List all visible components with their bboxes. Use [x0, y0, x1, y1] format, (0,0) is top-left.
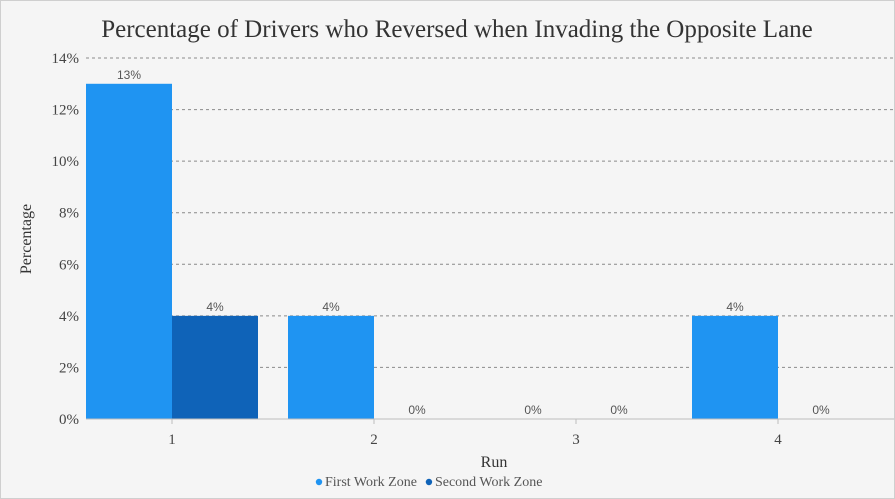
x-tick-label: 1	[168, 432, 176, 448]
y-axis-label: Percentage	[18, 204, 35, 274]
y-tick-label: 0%	[59, 412, 79, 428]
y-tick-label: 2%	[59, 360, 79, 376]
y-tick-label: 6%	[59, 257, 79, 273]
legend-item-label[interactable]: First Work Zone	[325, 475, 417, 490]
y-tick-label: 4%	[59, 309, 79, 325]
data-label: 0%	[408, 403, 426, 417]
chart-title: Percentage of Drivers who Reversed when …	[101, 16, 813, 43]
data-labels-layer: 13% 4% 4% 0% 0% 0% 4% 0%	[117, 68, 830, 417]
x-tick-label: 2	[370, 432, 378, 448]
bar[interactable]	[288, 315, 374, 419]
x-tick-label: 4	[774, 432, 782, 448]
bar[interactable]	[692, 315, 778, 419]
y-tick-label: 12%	[52, 103, 80, 119]
y-tick-label: 14%	[52, 51, 80, 67]
bars-layer	[86, 83, 778, 420]
y-axis: 0% 2% 4% 6% 8% 10% 12% 14%	[52, 51, 80, 428]
data-label: 0%	[812, 403, 830, 417]
data-label: 0%	[524, 403, 542, 417]
x-axis-label: Run	[481, 454, 508, 471]
data-label: 0%	[610, 403, 628, 417]
bar[interactable]	[86, 83, 172, 420]
legend[interactable]: First Work Zone Second Work Zone	[315, 475, 543, 490]
data-label: 4%	[206, 300, 224, 314]
legend-marker	[315, 478, 323, 486]
y-tick-label: 8%	[59, 206, 79, 222]
data-label: 13%	[117, 68, 141, 82]
x-axis: 1 2 3 4	[86, 418, 894, 448]
data-label: 4%	[322, 300, 340, 314]
legend-item-label[interactable]: Second Work Zone	[435, 475, 542, 490]
y-tick-label: 10%	[52, 154, 80, 170]
bar[interactable]	[172, 315, 258, 419]
x-tick-label: 3	[572, 432, 580, 448]
legend-marker	[425, 478, 433, 486]
data-label: 4%	[726, 300, 744, 314]
